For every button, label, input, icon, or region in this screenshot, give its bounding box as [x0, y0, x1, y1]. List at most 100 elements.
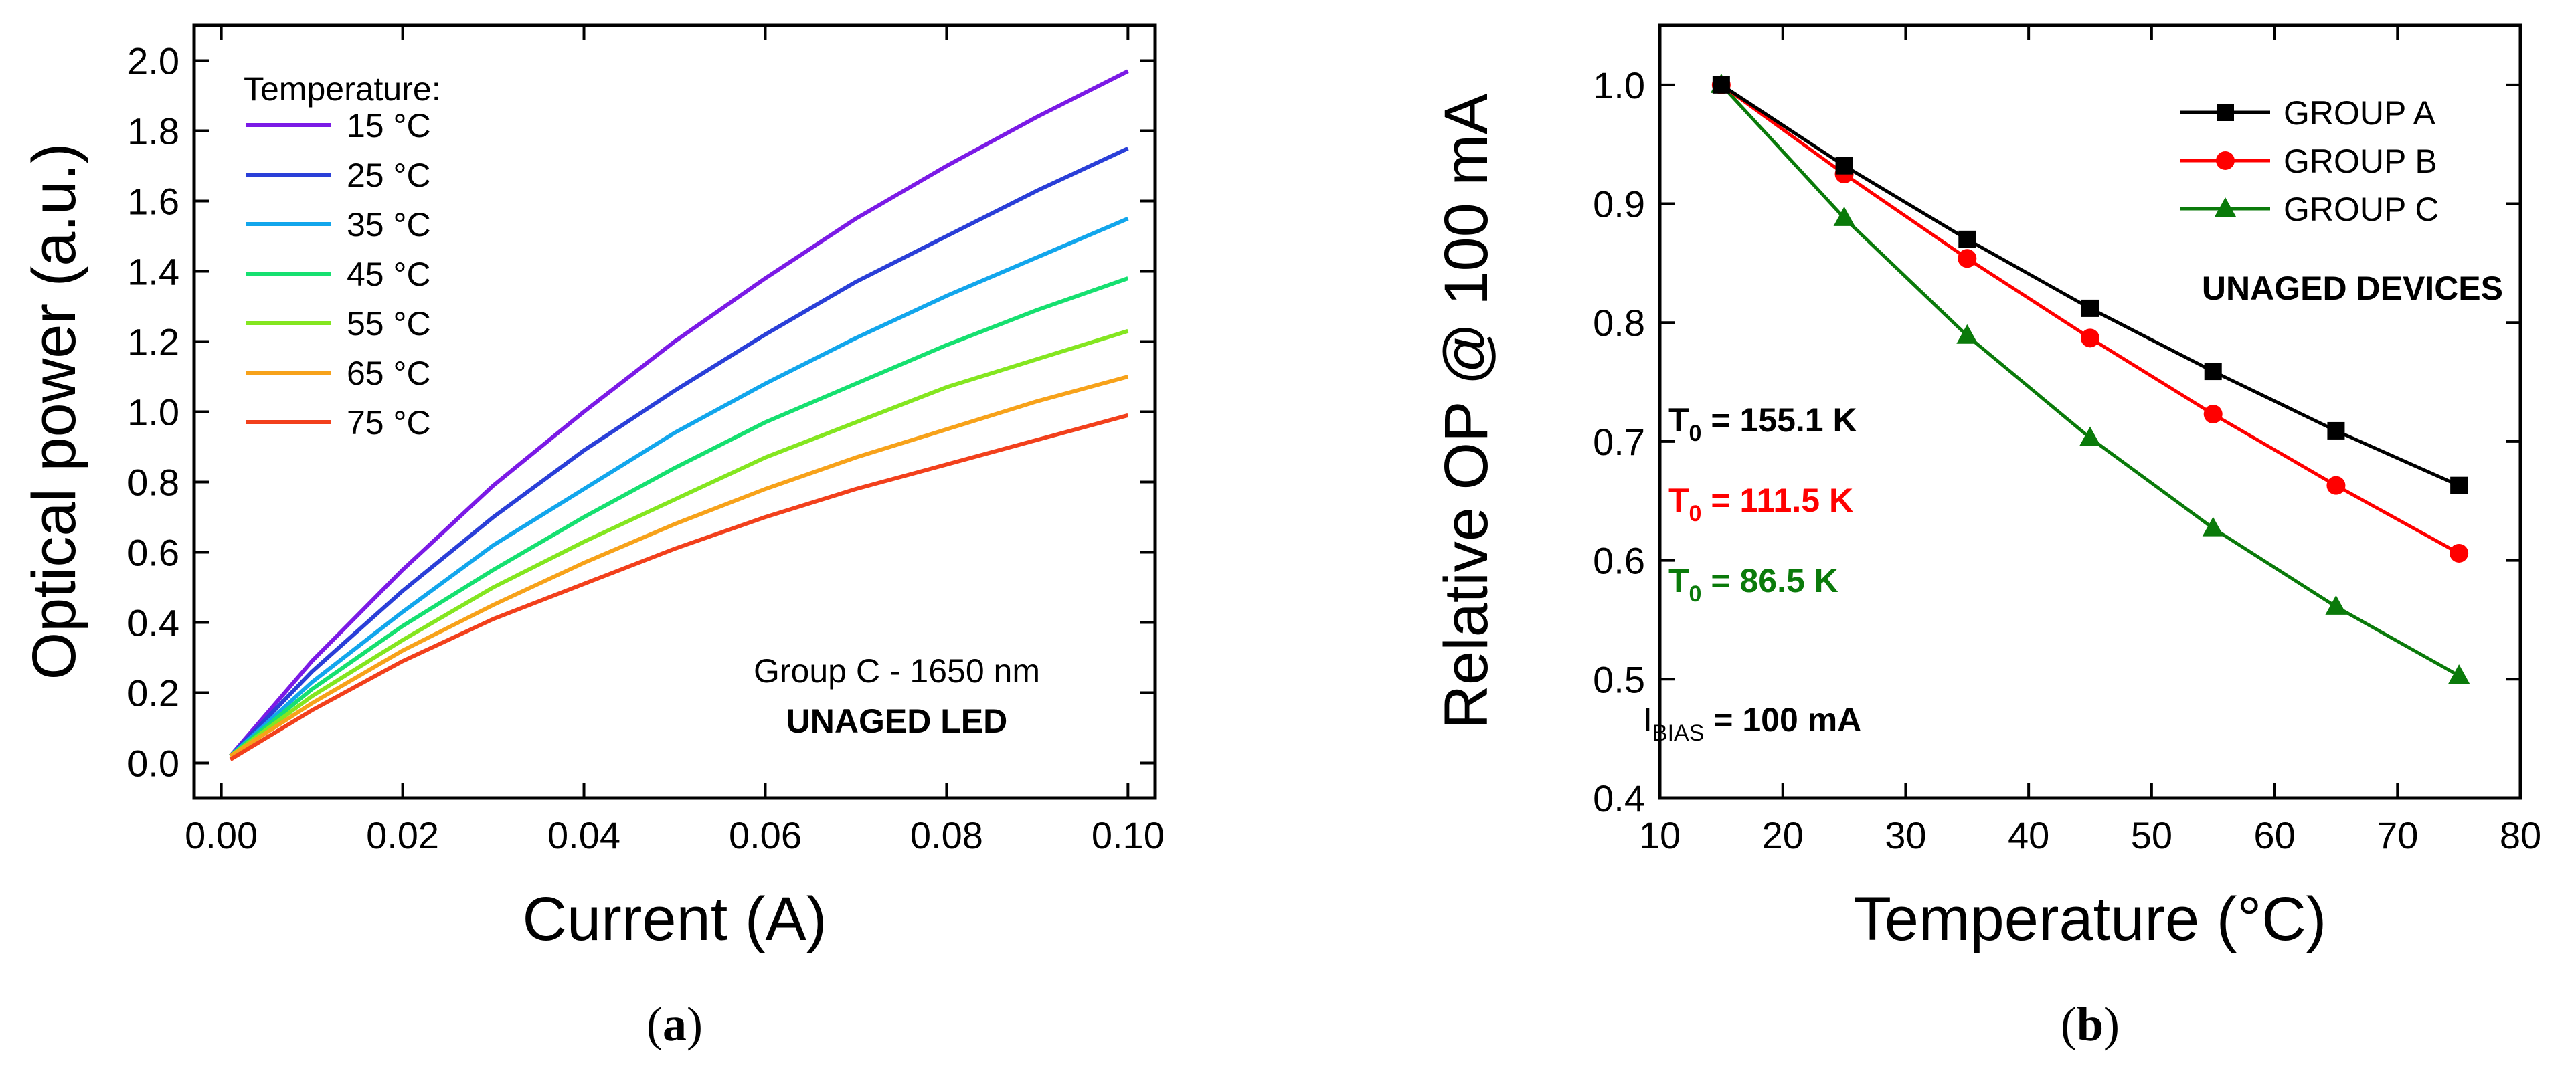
- data-point-group-b: [2081, 328, 2099, 348]
- panel-b-ticks: 10 20 30 40 50 60 70 80 0.4 0.5 0.6 0.7 0.8 0.9 1.0: [1593, 25, 2541, 856]
- panel-a-label-close: ): [687, 997, 703, 1051]
- legend-label-group-b: GROUP B: [2284, 142, 2437, 180]
- panel-b-label-letter: b: [2077, 997, 2103, 1051]
- panel-a-label-letter: a: [663, 997, 687, 1051]
- panel-b-x-tick-label: 20: [1762, 814, 1804, 856]
- panel-b-label-open: (: [2061, 997, 2077, 1051]
- series-line-25c: [229, 147, 1129, 758]
- panel-a-label: (a): [647, 997, 703, 1051]
- panel-a-legend: 15 °C 25 °C 35 °C 45 °C 55 °C 65 °C 75 °C: [246, 107, 431, 442]
- data-point-group-c: [2079, 426, 2101, 446]
- data-point-group-c: [2202, 516, 2224, 537]
- data-point-group-a: [1712, 76, 1730, 94]
- panel-b-x-tick-label: 70: [2377, 814, 2418, 856]
- legend-label: 55 °C: [347, 305, 431, 343]
- panel-a-y-tick-label: 1.0: [127, 391, 179, 433]
- panel-a-y-tick-label: 2.0: [127, 40, 179, 82]
- panel-a-legend-title: Temperature:: [244, 70, 441, 108]
- panel-a-y-tick-label: 0.0: [127, 743, 179, 785]
- panel-a-y-tick-label: 1.2: [127, 321, 179, 363]
- panel-a-x-tick-label: 0.00: [185, 814, 258, 856]
- legend-label: 75 °C: [347, 404, 431, 442]
- legend-marker-group-c: [2215, 197, 2236, 217]
- panel-b-annotation-t0-group-c: T0 = 86.5 K: [1668, 562, 1838, 607]
- panel-a-y-tick-label: 1.4: [127, 251, 179, 293]
- series-line-55c: [229, 328, 1129, 758]
- panel-b-plot-frame: [1658, 23, 2522, 800]
- panel-b-x-tick-label: 10: [1639, 814, 1681, 856]
- panel-b-annotation-unaged: UNAGED DEVICES: [2202, 270, 2503, 307]
- panel-b-x-tick-label: 80: [2500, 814, 2541, 856]
- data-point-group-c: [1956, 324, 1978, 344]
- panel-a-y-tick-label: 0.6: [127, 532, 179, 574]
- panel-b-x-tick-label: 60: [2253, 814, 2295, 856]
- panel-a-y-tick-label: 0.4: [127, 602, 179, 644]
- panel-b-series: [1710, 73, 2470, 684]
- t0-a-main: T: [1668, 401, 1689, 439]
- legend-label: 35 °C: [347, 206, 431, 244]
- legend-label-group-c: GROUP C: [2284, 191, 2439, 228]
- data-point-group-a: [2081, 299, 2099, 317]
- t0-b-main: T: [1668, 482, 1689, 519]
- legend-marker-group-b: [2216, 151, 2235, 170]
- panel-b-y-tick-label: 1.0: [1593, 64, 1645, 106]
- panel-b-x-tick-label: 50: [2131, 814, 2172, 856]
- data-point-group-a: [2327, 421, 2345, 440]
- panel-a-y-tick-label: 1.6: [127, 181, 179, 223]
- data-point-group-c: [1833, 206, 1855, 226]
- panel-a-y-axis-label: Optical power (a.u.): [20, 143, 88, 680]
- panel-a-y-tick-label: 0.2: [127, 672, 179, 714]
- panel-a-annotation-group: Group C - 1650 nm: [754, 652, 1040, 690]
- panel-b-annotation-ibias: IBIAS = 100 mA: [1643, 701, 1861, 746]
- panel-b-label: (b): [2061, 997, 2120, 1051]
- t0-c-sub: 0: [1689, 581, 1702, 607]
- panel-b-y-tick-label: 0.8: [1593, 302, 1645, 344]
- data-point-group-a: [2450, 476, 2468, 494]
- legend-label-group-a: GROUP A: [2284, 94, 2436, 132]
- panel-a-ticks: 0.00 0.02 0.04 0.06 0.08 0.10 0.0 0.2 0.4 0.6 0.8 1…: [127, 25, 1165, 856]
- data-point-group-a: [1835, 157, 1853, 175]
- panel-b-x-tick-label: 30: [1885, 814, 1926, 856]
- panel-b-x-tick-label: 40: [2008, 814, 2049, 856]
- data-point-group-a: [2204, 363, 2222, 381]
- panel-a-plot-frame: [192, 23, 1157, 800]
- panel-a-y-tick-label: 1.8: [127, 110, 179, 153]
- legend-label: 45 °C: [347, 256, 431, 293]
- t0-c-value: = 86.5 K: [1701, 562, 1838, 599]
- panel-b-y-tick-label: 0.6: [1593, 540, 1645, 582]
- panel-b-label-close: ): [2103, 997, 2120, 1051]
- panel-b-annotation-t0-group-a: T0 = 155.1 K: [1668, 401, 1857, 446]
- panel-b: 10 20 30 40 50 60 70 80 0.4 0.5 0.6 0.7 0.8 0.9 1.0 GR…: [1432, 23, 2541, 1051]
- ibias-value: = 100 mA: [1704, 701, 1861, 739]
- panel-a: 0.00 0.02 0.04 0.06 0.08 0.10 0.0 0.2 0.4 0.6 0.8 1…: [20, 23, 1165, 1051]
- t0-a-value: = 155.1 K: [1701, 401, 1857, 439]
- panel-a-x-axis-label: Current (A): [523, 885, 827, 953]
- series-line-45c: [229, 276, 1129, 758]
- panel-b-y-tick-label: 0.4: [1593, 777, 1645, 819]
- data-point-group-b: [2203, 405, 2223, 424]
- t0-b-sub: 0: [1689, 501, 1702, 526]
- panel-b-y-tick-label: 0.9: [1593, 183, 1645, 225]
- ibias-sub: BIAS: [1652, 720, 1704, 746]
- ibias-main: I: [1643, 701, 1652, 739]
- panel-a-series: [228, 69, 1129, 761]
- series-line-15c: [228, 69, 1129, 757]
- data-point-group-b: [2450, 543, 2469, 563]
- t0-a-sub: 0: [1689, 421, 1702, 446]
- panel-b-y-tick-label: 0.5: [1593, 658, 1645, 700]
- panel-b-legend: GROUP A GROUP B GROUP C: [2180, 94, 2439, 228]
- panel-b-y-tick-label: 0.7: [1593, 421, 1645, 463]
- panel-b-y-axis-label: Relative OP @ 100 mA: [1432, 93, 1500, 729]
- panel-a-x-tick-label: 0.08: [910, 814, 983, 856]
- panel-a-y-tick-label: 0.8: [127, 462, 179, 504]
- legend-label: 15 °C: [347, 107, 431, 144]
- panel-a-x-tick-label: 0.02: [366, 814, 439, 856]
- panel-a-label-open: (: [647, 997, 663, 1051]
- data-point-group-c: [2325, 595, 2347, 615]
- legend-label: 25 °C: [347, 157, 431, 194]
- legend-marker-group-a: [2217, 104, 2234, 121]
- series-line-35c: [229, 217, 1129, 758]
- data-point-group-c: [2448, 664, 2470, 684]
- series-line-65c: [229, 375, 1129, 758]
